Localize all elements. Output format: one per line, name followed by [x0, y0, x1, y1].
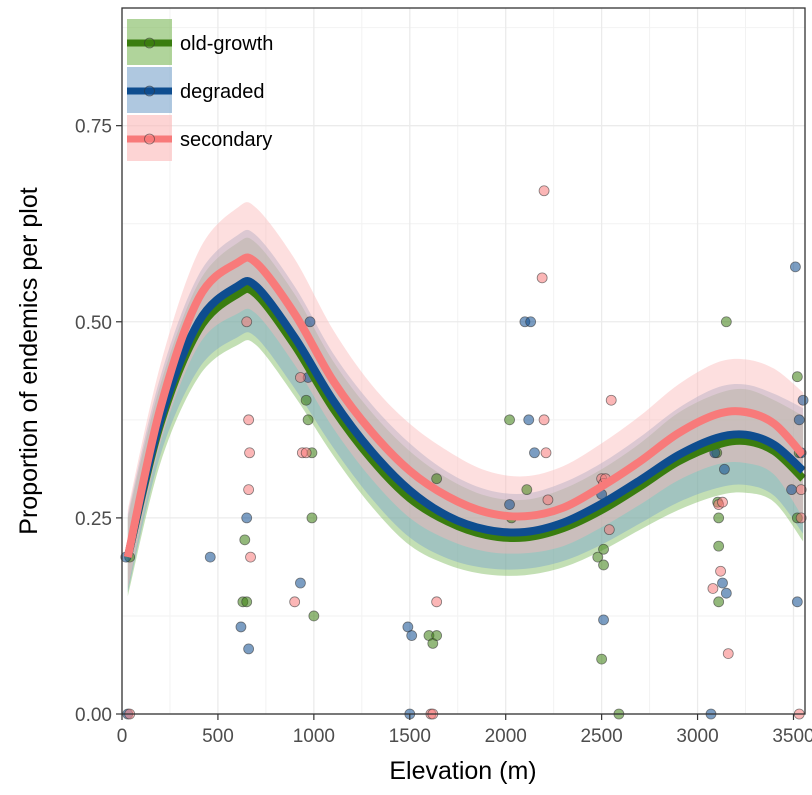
- data-point-secondary: [300, 447, 312, 459]
- legend-label-degraded: degraded: [180, 81, 265, 103]
- legend-label-old-growth: old-growth: [180, 33, 273, 55]
- legend-key-point-secondary: [144, 133, 155, 145]
- data-point-secondary: [243, 484, 255, 496]
- data-point-old-growth: [431, 630, 443, 641]
- data-point-secondary: [538, 185, 550, 197]
- data-point-secondary: [795, 484, 807, 496]
- fit-line-old-growth: [123, 284, 806, 559]
- data-point-old-growth: [241, 596, 253, 608]
- y-tick-label: 0.00: [75, 705, 112, 726]
- data-point-old-growth: [791, 371, 803, 383]
- data-point-secondary: [241, 316, 253, 328]
- data-point-secondary: [244, 447, 255, 459]
- x-tick-label: 500: [202, 726, 234, 747]
- x-axis-title: Elevation (m): [389, 757, 536, 785]
- data-point-degraded: [295, 577, 306, 589]
- data-point-secondary: [603, 524, 615, 536]
- y-axis-title: Proportion of endemics per plot: [15, 187, 43, 534]
- data-point-degraded: [720, 587, 732, 599]
- data-point-old-growth: [713, 540, 725, 552]
- x-tick-label: 2500: [580, 726, 622, 747]
- data-point-old-growth: [431, 473, 443, 485]
- data-point-old-growth: [598, 543, 609, 555]
- data-point-degraded: [525, 316, 537, 328]
- plot-panel-background: [122, 8, 805, 714]
- data-point-old-growth: [302, 414, 314, 426]
- data-point-secondary: [722, 648, 734, 659]
- data-point-secondary: [795, 512, 807, 524]
- x-tick-label: 3000: [676, 726, 718, 747]
- fit-line-degraded: [123, 277, 806, 559]
- data-point-old-growth: [306, 512, 318, 524]
- data-point-secondary: [717, 496, 728, 508]
- data-point-secondary: [243, 414, 255, 426]
- plot-panel-border: [121, 7, 806, 715]
- data-point-secondary: [715, 565, 726, 577]
- x-tick-label: 3500: [772, 726, 812, 747]
- data-point-degraded: [719, 463, 730, 475]
- data-point-degraded: [304, 316, 316, 328]
- data-point-secondary: [431, 596, 443, 608]
- x-tick-label: 1500: [389, 726, 431, 747]
- data-point-old-growth: [239, 534, 251, 546]
- data-point-secondary: [245, 551, 256, 563]
- data-point-old-growth: [596, 653, 608, 665]
- data-point-degraded: [790, 261, 801, 273]
- x-tick-label: 2000: [485, 726, 527, 747]
- data-point-old-growth: [308, 610, 320, 622]
- data-point-degraded: [791, 596, 803, 608]
- y-tick-label: 0.50: [75, 313, 112, 334]
- legend-key-point-degraded: [144, 85, 155, 97]
- data-point-old-growth: [592, 551, 604, 563]
- data-point-degraded: [204, 551, 216, 563]
- x-tick-label: 0: [117, 726, 128, 747]
- data-point-degraded: [717, 577, 728, 589]
- data-point-degraded: [243, 643, 255, 655]
- data-point-degraded: [529, 447, 540, 459]
- data-point-old-growth: [504, 414, 515, 426]
- data-point-degraded: [406, 630, 418, 641]
- data-point-secondary: [542, 494, 554, 506]
- data-point-degraded: [235, 621, 247, 633]
- data-point-old-growth: [300, 394, 312, 406]
- data-point-degraded: [793, 414, 805, 426]
- y-tick-label: 0.25: [75, 509, 112, 530]
- data-point-degraded: [241, 512, 253, 524]
- data-point-secondary: [540, 447, 552, 459]
- data-point-old-growth: [720, 316, 732, 328]
- data-point-degraded: [786, 484, 797, 496]
- data-point-degraded: [797, 394, 809, 406]
- data-point-degraded: [504, 499, 515, 510]
- y-tick-label: 0.75: [75, 117, 112, 138]
- data-point-old-growth: [521, 484, 533, 496]
- data-point-old-growth: [713, 512, 725, 524]
- legend-key-point-old-growth: [144, 37, 155, 49]
- data-point-old-growth: [598, 559, 609, 571]
- legend-label-secondary: secondary: [180, 129, 272, 151]
- data-point-secondary: [536, 272, 548, 284]
- data-point-secondary: [295, 372, 306, 383]
- data-point-secondary: [289, 596, 301, 608]
- data-point-secondary: [707, 583, 719, 594]
- data-point-old-growth: [713, 596, 725, 608]
- data-point-secondary: [605, 394, 617, 406]
- data-point-degraded: [598, 614, 609, 626]
- fit-line-secondary: [123, 253, 807, 558]
- data-point-degraded: [523, 414, 535, 426]
- axis-ticks: 0 500 1000 1500 2000 2500 3000 3500 0.00 0.25 0.50…: [75, 117, 812, 747]
- confidence-band-old-growth: [127, 237, 804, 597]
- fit-lines: [123, 253, 807, 559]
- data-points: [120, 185, 809, 720]
- data-point-secondary: [538, 414, 550, 426]
- legend: old-growth degraded secondary: [127, 19, 273, 161]
- x-tick-label: 1000: [293, 726, 335, 747]
